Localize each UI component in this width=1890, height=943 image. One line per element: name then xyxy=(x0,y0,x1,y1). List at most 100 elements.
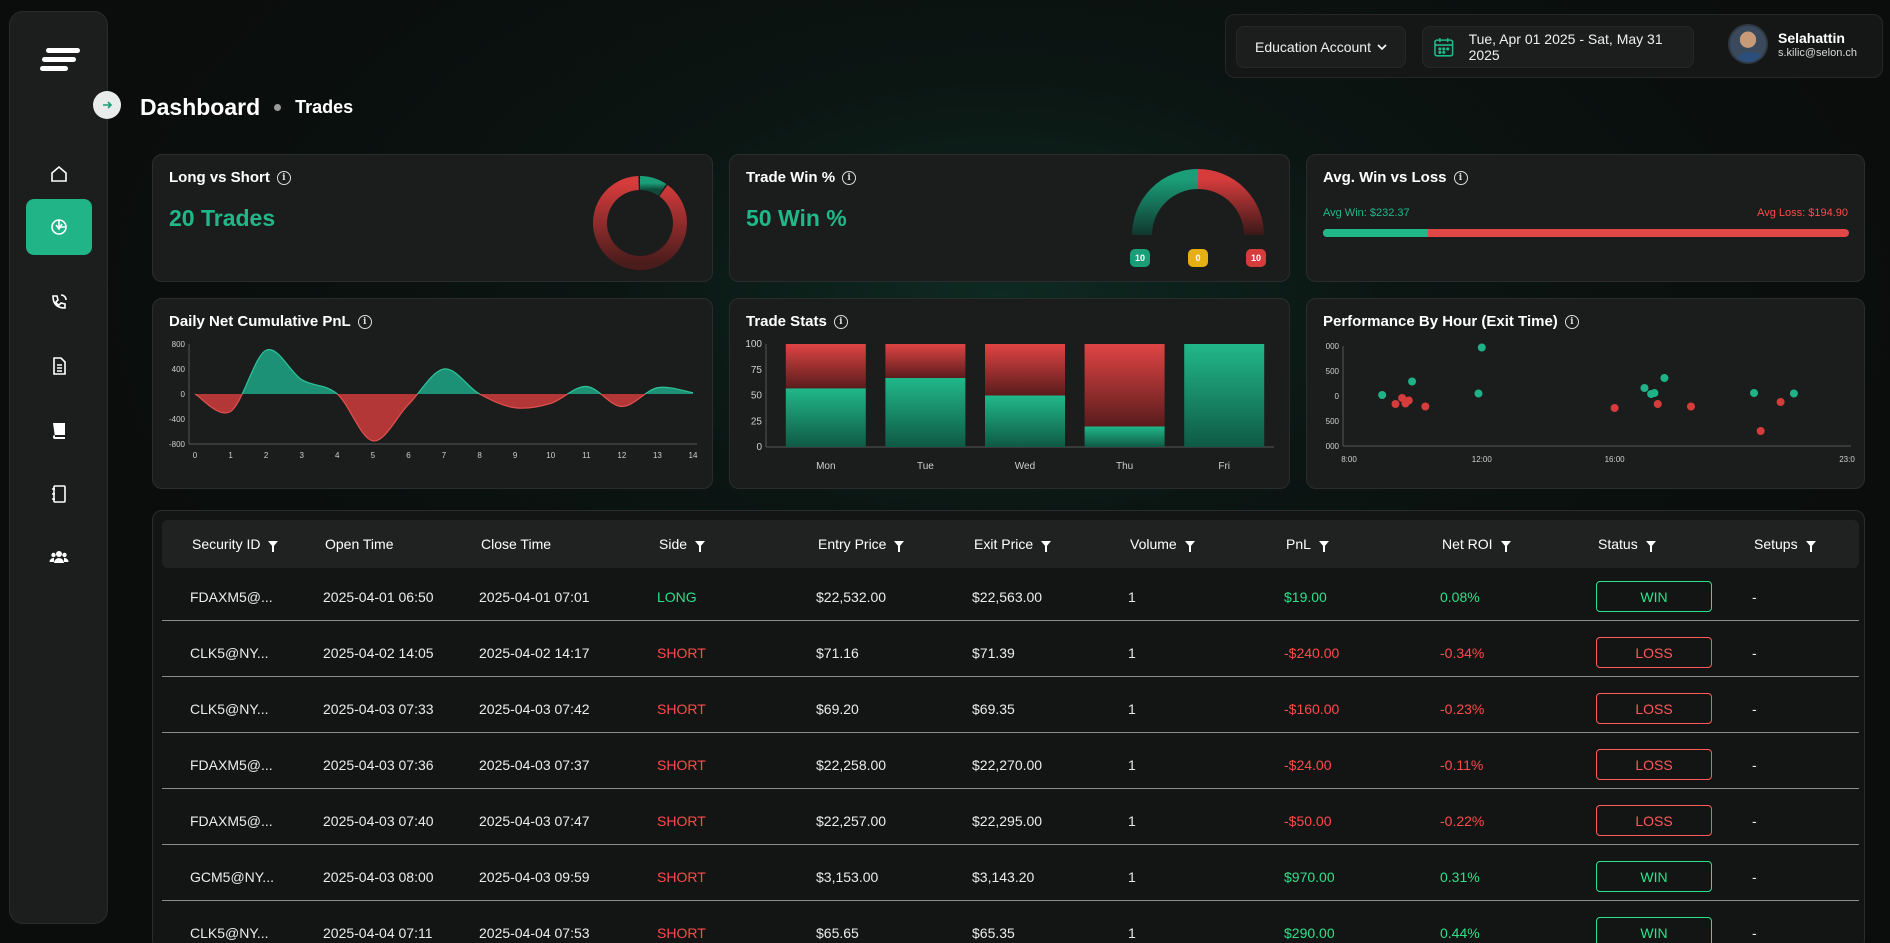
cell-pnl: $970.00 xyxy=(1284,869,1335,885)
cell-close: 2025-04-04 07:53 xyxy=(479,925,590,941)
info-icon[interactable]: i xyxy=(833,314,848,329)
user-menu[interactable]: Selahattin s.kilic@selon.ch xyxy=(1728,24,1857,64)
cell-pnl: -$50.00 xyxy=(1284,813,1332,829)
cell-exit: $69.35 xyxy=(972,701,1015,717)
sidebar-collapse-button[interactable] xyxy=(93,91,121,119)
column-header-exit-price[interactable]: Exit Price xyxy=(974,536,1052,552)
page-title[interactable]: Dashboard xyxy=(140,94,261,120)
column-header-open-time[interactable]: Open Time xyxy=(325,536,393,552)
status-badge[interactable]: WIN xyxy=(1596,917,1712,943)
table-row[interactable]: CLK5@NY... 2025-04-02 14:05 2025-04-02 14:… xyxy=(162,629,1859,677)
card-trade-stats: Trade Stats i 100 75 50 25 0 Mon Tue Wed Thu Fri xyxy=(729,298,1290,489)
card-title: Trade Stats i xyxy=(746,313,848,330)
community-icon xyxy=(49,551,69,563)
filter-icon[interactable] xyxy=(1041,541,1052,552)
info-icon[interactable]: i xyxy=(842,170,857,185)
filter-icon[interactable] xyxy=(894,541,905,552)
account-dropdown[interactable]: Education Account xyxy=(1236,26,1406,68)
sidebar-item-phone[interactable] xyxy=(26,274,92,330)
sidebar-item-notes[interactable] xyxy=(26,338,92,394)
date-range-picker[interactable]: Tue, Apr 01 2025 - Sat, May 31 2025 xyxy=(1422,26,1694,68)
info-icon[interactable]: i xyxy=(357,314,372,329)
table-row[interactable]: GCM5@NY... 2025-04-03 08:00 2025-04-03 09:… xyxy=(162,853,1859,901)
trades-icon xyxy=(51,219,67,235)
table-row[interactable]: FDAXM5@... 2025-04-03 07:40 2025-04-03 07:… xyxy=(162,797,1859,845)
card-avg-win-loss: Avg. Win vs Loss i Avg Win: $232.37 Avg … xyxy=(1306,154,1865,282)
sidebar-item-journal[interactable] xyxy=(26,402,92,458)
status-badge[interactable]: LOSS xyxy=(1596,749,1712,780)
breadcrumb-current: Trades xyxy=(295,97,354,117)
column-header-entry-price[interactable]: Entry Price xyxy=(818,536,905,552)
x-tick-label: 8:00 xyxy=(1341,455,1357,464)
logo-icon[interactable] xyxy=(40,44,80,76)
x-tick-label: 8 xyxy=(477,451,482,460)
table-row[interactable]: CLK5@NY... 2025-04-03 07:33 2025-04-03 07:… xyxy=(162,685,1859,733)
sidebar-item-playbook[interactable] xyxy=(26,466,92,522)
donut-slice xyxy=(639,176,667,196)
x-tick-label: 12 xyxy=(617,451,626,460)
filter-icon[interactable] xyxy=(268,541,279,552)
table-header: Security ID Open Time Close Time Side Entry … xyxy=(162,520,1859,568)
bar-win xyxy=(985,395,1065,447)
column-header-close-time[interactable]: Close Time xyxy=(481,536,551,552)
cell-setups: - xyxy=(1752,645,1757,661)
sidebar-item-trades[interactable] xyxy=(26,199,92,255)
card-title-text: Avg. Win vs Loss xyxy=(1323,169,1447,186)
info-icon[interactable]: i xyxy=(276,170,291,185)
point-win xyxy=(1378,391,1387,399)
cell-setups: - xyxy=(1752,701,1757,717)
filter-icon[interactable] xyxy=(1805,541,1816,552)
cell-close: 2025-04-01 07:01 xyxy=(479,589,590,605)
y-tick-label: -400 xyxy=(169,415,186,424)
column-header-status[interactable]: Status xyxy=(1598,536,1656,552)
column-header-net-roi[interactable]: Net ROI xyxy=(1442,536,1511,552)
column-header-pnl[interactable]: PnL xyxy=(1286,536,1329,552)
column-header-volume[interactable]: Volume xyxy=(1130,536,1195,552)
filter-icon[interactable] xyxy=(1500,541,1511,552)
table-row[interactable]: FDAXM5@... 2025-04-01 06:50 2025-04-01 07:… xyxy=(162,573,1859,621)
table-row[interactable]: FDAXM5@... 2025-04-03 07:36 2025-04-03 07:… xyxy=(162,741,1859,789)
cell-side: SHORT xyxy=(657,813,706,829)
column-header-security-id[interactable]: Security ID xyxy=(192,536,279,552)
card-daily-pnl: Daily Net Cumulative PnL i 800 400 0 -400 -8… xyxy=(152,298,713,489)
avg-win-fill xyxy=(1323,229,1429,237)
info-icon[interactable]: i xyxy=(1453,170,1468,185)
filter-icon[interactable] xyxy=(1645,541,1656,552)
point-loss xyxy=(1610,404,1619,412)
breadcrumb-separator xyxy=(274,104,282,111)
card-title-text: Trade Stats xyxy=(746,313,827,330)
status-badge[interactable]: LOSS xyxy=(1596,693,1712,724)
cell-security: FDAXM5@... xyxy=(190,813,273,829)
cell-pnl: -$160.00 xyxy=(1284,701,1340,717)
long-short-donut-chart xyxy=(593,176,687,270)
table-row[interactable]: CLK5@NY... 2025-04-04 07:11 2025-04-04 07:… xyxy=(162,909,1859,943)
trades-table: Security ID Open Time Close Time Side Entry … xyxy=(152,510,1865,943)
cell-security: CLK5@NY... xyxy=(190,645,269,661)
cell-setups: - xyxy=(1752,925,1757,941)
column-header-setups[interactable]: Setups xyxy=(1754,536,1816,552)
win-pct-gauge-chart xyxy=(1132,169,1264,236)
cell-roi: -0.22% xyxy=(1440,813,1485,829)
pnl-line xyxy=(195,349,694,394)
cell-open: 2025-04-03 08:00 xyxy=(323,869,434,885)
x-tick-label: 11 xyxy=(582,451,591,460)
y-tick-label: 000 xyxy=(1326,442,1340,451)
status-badge[interactable]: WIN xyxy=(1596,861,1712,892)
filter-icon[interactable] xyxy=(695,541,706,552)
y-tick-label: 800 xyxy=(172,340,186,349)
card-title: Long vs Short i xyxy=(169,169,291,186)
filter-icon[interactable] xyxy=(1184,541,1195,552)
status-badge[interactable]: LOSS xyxy=(1596,637,1712,668)
info-icon[interactable]: i xyxy=(1564,314,1579,329)
sidebar-item-community[interactable] xyxy=(26,529,92,585)
cell-exit: $22,563.00 xyxy=(972,589,1043,605)
status-badge[interactable]: WIN xyxy=(1596,581,1712,612)
sidebar-item-home[interactable] xyxy=(26,146,92,202)
cell-entry: $71.16 xyxy=(816,645,859,661)
status-badge[interactable]: LOSS xyxy=(1596,805,1712,836)
column-header-side[interactable]: Side xyxy=(659,536,706,552)
filter-icon[interactable] xyxy=(1318,541,1329,552)
arrow-right-icon xyxy=(103,101,113,109)
cell-side: LONG xyxy=(657,589,697,605)
